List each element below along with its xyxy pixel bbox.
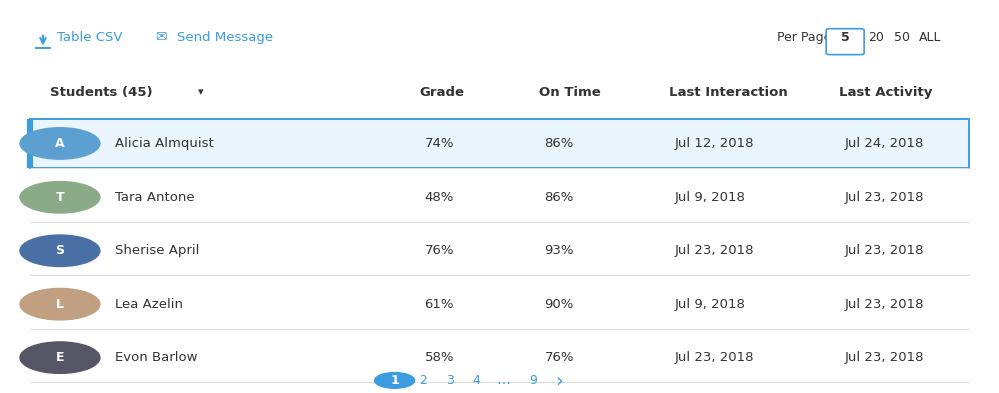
Text: L: L bbox=[56, 298, 64, 311]
Text: Per Page:: Per Page: bbox=[777, 31, 836, 44]
Text: 3: 3 bbox=[446, 374, 454, 387]
Circle shape bbox=[20, 235, 100, 266]
Text: 5: 5 bbox=[841, 31, 849, 44]
Text: S: S bbox=[55, 244, 65, 257]
Text: ›: › bbox=[555, 371, 563, 390]
Text: 93%: 93% bbox=[544, 244, 574, 257]
Text: 86%: 86% bbox=[544, 137, 573, 150]
Text: Grade: Grade bbox=[420, 86, 465, 99]
FancyBboxPatch shape bbox=[826, 29, 864, 55]
Text: 90%: 90% bbox=[544, 298, 573, 311]
Text: T: T bbox=[56, 191, 64, 204]
Text: E: E bbox=[56, 351, 64, 364]
Text: 76%: 76% bbox=[544, 351, 574, 364]
Text: 50: 50 bbox=[894, 31, 910, 44]
Circle shape bbox=[20, 288, 100, 320]
Text: Send Message: Send Message bbox=[177, 31, 273, 44]
Circle shape bbox=[20, 182, 100, 213]
Text: Jul 23, 2018: Jul 23, 2018 bbox=[844, 244, 924, 257]
Text: Last Interaction: Last Interaction bbox=[669, 86, 788, 99]
Text: Jul 24, 2018: Jul 24, 2018 bbox=[844, 137, 923, 150]
Text: Students (45): Students (45) bbox=[50, 86, 153, 99]
FancyBboxPatch shape bbox=[30, 119, 969, 168]
Text: 1: 1 bbox=[391, 374, 399, 387]
Text: Jul 9, 2018: Jul 9, 2018 bbox=[674, 191, 745, 204]
Text: A: A bbox=[55, 137, 65, 150]
Text: 9: 9 bbox=[529, 374, 537, 387]
Text: Table CSV: Table CSV bbox=[57, 31, 123, 44]
Text: Sherise April: Sherise April bbox=[115, 244, 199, 257]
Text: Tara Antone: Tara Antone bbox=[115, 191, 195, 204]
Text: Lea Azelin: Lea Azelin bbox=[115, 298, 183, 311]
Circle shape bbox=[375, 373, 415, 388]
Text: Jul 9, 2018: Jul 9, 2018 bbox=[674, 298, 745, 311]
Text: 61%: 61% bbox=[425, 298, 455, 311]
Text: 48%: 48% bbox=[425, 191, 454, 204]
Text: ALL: ALL bbox=[919, 31, 941, 44]
Circle shape bbox=[20, 342, 100, 373]
Text: 2: 2 bbox=[419, 374, 427, 387]
Text: Jul 12, 2018: Jul 12, 2018 bbox=[674, 137, 754, 150]
Text: 74%: 74% bbox=[425, 137, 455, 150]
Circle shape bbox=[20, 128, 100, 159]
Text: ✉: ✉ bbox=[155, 30, 167, 44]
Text: 76%: 76% bbox=[425, 244, 455, 257]
Text: Jul 23, 2018: Jul 23, 2018 bbox=[844, 191, 924, 204]
Text: Alicia Almquist: Alicia Almquist bbox=[115, 137, 214, 150]
Text: 4: 4 bbox=[473, 374, 481, 387]
Text: 86%: 86% bbox=[544, 191, 573, 204]
Text: Jul 23, 2018: Jul 23, 2018 bbox=[674, 244, 754, 257]
Text: …: … bbox=[497, 373, 510, 387]
Text: Last Activity: Last Activity bbox=[839, 86, 932, 99]
Text: Jul 23, 2018: Jul 23, 2018 bbox=[844, 351, 924, 364]
Text: On Time: On Time bbox=[539, 86, 601, 99]
Text: Jul 23, 2018: Jul 23, 2018 bbox=[674, 351, 754, 364]
Text: ▾: ▾ bbox=[198, 87, 204, 97]
Text: 58%: 58% bbox=[425, 351, 455, 364]
Text: Evon Barlow: Evon Barlow bbox=[115, 351, 198, 364]
Text: 20: 20 bbox=[868, 31, 884, 44]
Text: Jul 23, 2018: Jul 23, 2018 bbox=[844, 298, 924, 311]
